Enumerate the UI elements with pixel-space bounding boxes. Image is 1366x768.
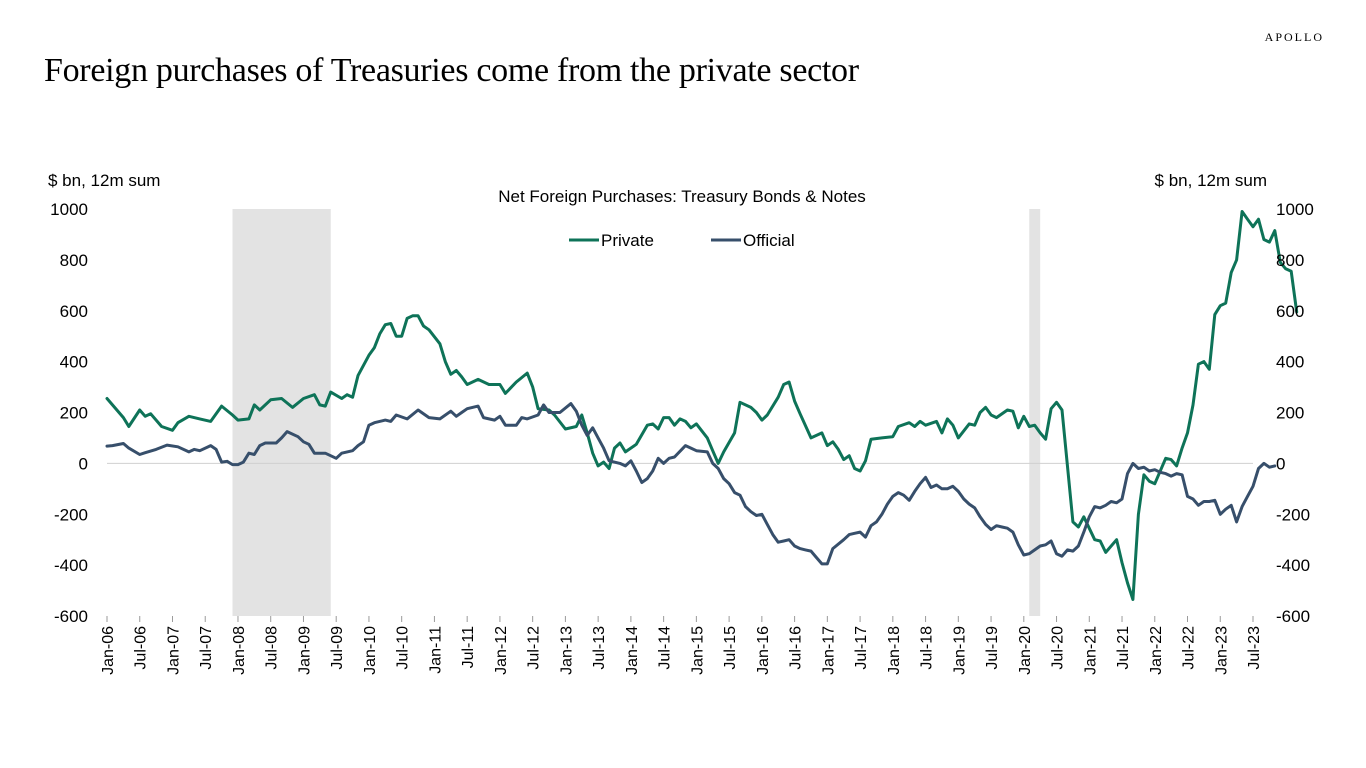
y-tick-label: 400 bbox=[1276, 353, 1304, 372]
x-tick-label: Jan-22 bbox=[1148, 626, 1165, 675]
x-tick-label: Jul-19 bbox=[984, 626, 1001, 670]
y-tick-label: -600 bbox=[54, 607, 88, 626]
x-tick-label: Jul-21 bbox=[1115, 626, 1132, 670]
brand-logo: APOLLO bbox=[1264, 30, 1324, 44]
x-tick-label: Jan-15 bbox=[689, 626, 706, 675]
x-tick-label: Jul-06 bbox=[133, 626, 150, 670]
x-tick-label: Jan-10 bbox=[362, 626, 379, 675]
x-tick-label: Jan-07 bbox=[165, 626, 182, 675]
x-tick-label: Jul-15 bbox=[722, 626, 739, 670]
x-axis: Jan-06 Jul-06 Jan-07 Jul-07 Jan-08 Jul-08 Jan-… bbox=[100, 616, 1263, 675]
x-tick-label: Jul-23 bbox=[1246, 626, 1263, 670]
page-title: Foreign purchases of Treasuries come fro… bbox=[44, 52, 859, 89]
x-tick-label: Jan-17 bbox=[820, 626, 837, 675]
x-tick-label: Jul-08 bbox=[264, 626, 281, 670]
x-tick-label: Jan-20 bbox=[1017, 626, 1034, 675]
x-tick-label: Jul-18 bbox=[919, 626, 936, 670]
y-axis-right: -600 -400 -200 0 200 400 600 800 1000 bbox=[1276, 200, 1314, 626]
recession-band bbox=[1029, 209, 1041, 616]
y-tick-label: 800 bbox=[60, 251, 88, 270]
x-tick-label: Jan-11 bbox=[427, 626, 444, 674]
y-tick-label: -400 bbox=[54, 556, 88, 575]
x-tick-label: Jul-09 bbox=[329, 626, 346, 670]
y-tick-label: 1000 bbox=[1276, 200, 1314, 219]
x-tick-label: Jan-23 bbox=[1213, 626, 1230, 675]
x-tick-label: Jan-13 bbox=[558, 626, 575, 675]
y-tick-label: 200 bbox=[1276, 404, 1304, 423]
series-lines bbox=[105, 210, 1299, 601]
x-tick-label: Jul-10 bbox=[395, 626, 412, 670]
x-tick-label: Jan-21 bbox=[1082, 626, 1099, 675]
recession-band bbox=[232, 209, 331, 616]
x-tick-label: Jan-12 bbox=[493, 626, 510, 675]
x-tick-label: Jul-14 bbox=[657, 626, 674, 670]
series-line-private bbox=[105, 210, 1299, 601]
y-tick-label: -200 bbox=[1276, 505, 1310, 524]
y-tick-label: 0 bbox=[79, 454, 88, 473]
x-tick-label: Jan-06 bbox=[100, 626, 117, 675]
y-tick-label: 0 bbox=[1276, 454, 1285, 473]
x-tick-label: Jan-09 bbox=[296, 626, 313, 675]
recession-shading bbox=[232, 209, 1041, 616]
x-tick-label: Jul-11 bbox=[460, 626, 477, 668]
x-tick-label: Jul-22 bbox=[1181, 626, 1198, 670]
x-tick-label: Jul-13 bbox=[591, 626, 608, 670]
x-tick-label: Jul-16 bbox=[788, 626, 805, 670]
x-tick-label: Jul-07 bbox=[198, 626, 215, 670]
x-tick-label: Jul-12 bbox=[526, 626, 543, 670]
series-line-official bbox=[105, 402, 1277, 566]
x-tick-label: Jan-14 bbox=[624, 626, 641, 675]
x-tick-label: Jan-19 bbox=[951, 626, 968, 675]
x-tick-label: Jan-16 bbox=[755, 626, 772, 675]
y-tick-label: 600 bbox=[1276, 302, 1304, 321]
y-tick-label: 1000 bbox=[50, 200, 88, 219]
x-tick-label: Jan-18 bbox=[886, 626, 903, 675]
y-tick-label: -600 bbox=[1276, 607, 1310, 626]
y-axis-label-left: $ bn, 12m sum bbox=[48, 171, 160, 190]
y-axis-left: -600 -400 -200 0 200 400 600 800 1000 bbox=[50, 200, 88, 626]
chart-title: Net Foreign Purchases: Treasury Bonds & … bbox=[498, 187, 866, 206]
y-tick-label: 600 bbox=[60, 302, 88, 321]
y-tick-label: 800 bbox=[1276, 251, 1304, 270]
legend-label-official: Official bbox=[743, 231, 795, 250]
x-tick-label: Jan-08 bbox=[231, 626, 248, 675]
y-tick-label: -200 bbox=[54, 505, 88, 524]
legend-label-private: Private bbox=[601, 231, 654, 250]
y-tick-label: -400 bbox=[1276, 556, 1310, 575]
y-axis-label-right: $ bn, 12m sum bbox=[1155, 171, 1267, 190]
y-tick-label: 400 bbox=[60, 353, 88, 372]
legend: Private Official bbox=[569, 231, 795, 250]
x-tick-label: Jul-17 bbox=[853, 626, 870, 670]
x-tick-label: Jul-20 bbox=[1050, 626, 1067, 670]
y-tick-label: 200 bbox=[60, 404, 88, 423]
